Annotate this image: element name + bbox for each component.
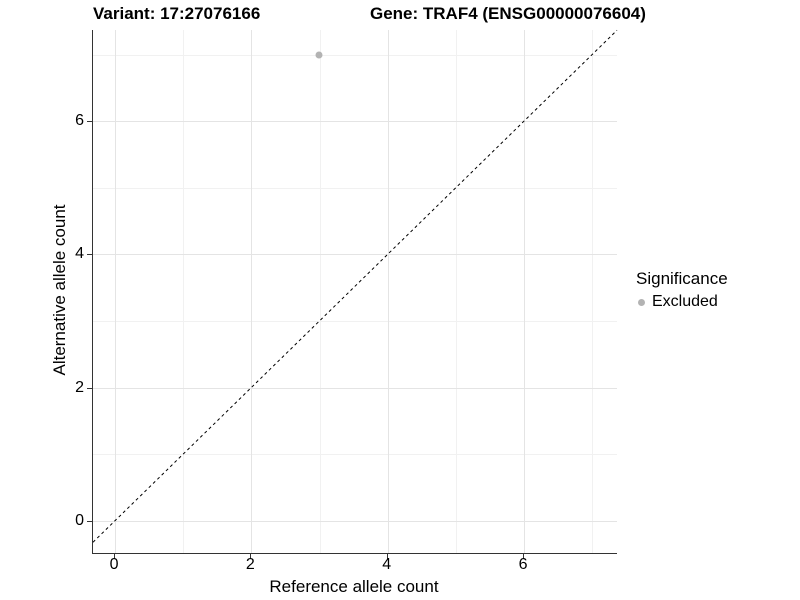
x-tick-label: 0 [109, 556, 119, 573]
legend-items: Excluded [636, 293, 728, 311]
legend-item: Excluded [636, 293, 728, 311]
y-tick-label: 6 [75, 112, 84, 130]
x-tick-label: 4 [382, 556, 392, 573]
minor-gridline-horizontal [93, 187, 617, 189]
legend-title: Significance [636, 269, 728, 288]
major-gridline-horizontal [93, 520, 617, 522]
minor-gridline-vertical [592, 30, 594, 553]
minor-gridline-horizontal [93, 54, 617, 56]
major-gridline-vertical [387, 30, 389, 553]
major-gridline-horizontal [93, 121, 617, 123]
y-tick-mark [87, 121, 92, 123]
gene-title: Gene: TRAF4 (ENSG00000076604) [370, 4, 646, 23]
y-axis-title: Alternative allele count [50, 204, 69, 376]
y-tick-label: 4 [75, 245, 84, 263]
identity-line [92, 29, 618, 543]
major-gridline-horizontal [93, 387, 617, 389]
minor-gridline-vertical [183, 30, 185, 553]
x-axis-title: Reference allele count [269, 577, 439, 596]
x-tick-mark [386, 554, 388, 559]
legend-point-icon [638, 298, 645, 306]
x-tick-label: 2 [245, 556, 255, 573]
y-tick-label: 2 [75, 378, 84, 396]
minor-gridline-vertical [319, 30, 321, 553]
x-tick-mark [250, 554, 252, 559]
major-gridline-vertical [251, 30, 253, 553]
minor-gridline-vertical [455, 30, 457, 553]
legend-item-label: Excluded [652, 293, 718, 310]
x-tick-mark [114, 554, 116, 559]
major-gridline-horizontal [93, 254, 617, 256]
data-point [315, 51, 323, 58]
minor-gridline-horizontal [93, 320, 617, 322]
identity-line-layer [92, 29, 618, 543]
y-tick-label: 0 [75, 511, 84, 529]
y-tick-mark [87, 520, 92, 522]
minor-gridline-horizontal [93, 454, 617, 456]
legend: Significance Excluded [636, 269, 728, 311]
x-tick-label: 6 [518, 556, 528, 573]
major-gridline-vertical [115, 30, 117, 553]
y-tick-mark [87, 254, 92, 256]
plot-area [92, 29, 618, 554]
variant-title: Variant: 17:27076166 [93, 4, 261, 23]
y-tick-mark [87, 387, 92, 389]
x-tick-mark [523, 554, 525, 559]
major-gridline-vertical [524, 30, 526, 553]
